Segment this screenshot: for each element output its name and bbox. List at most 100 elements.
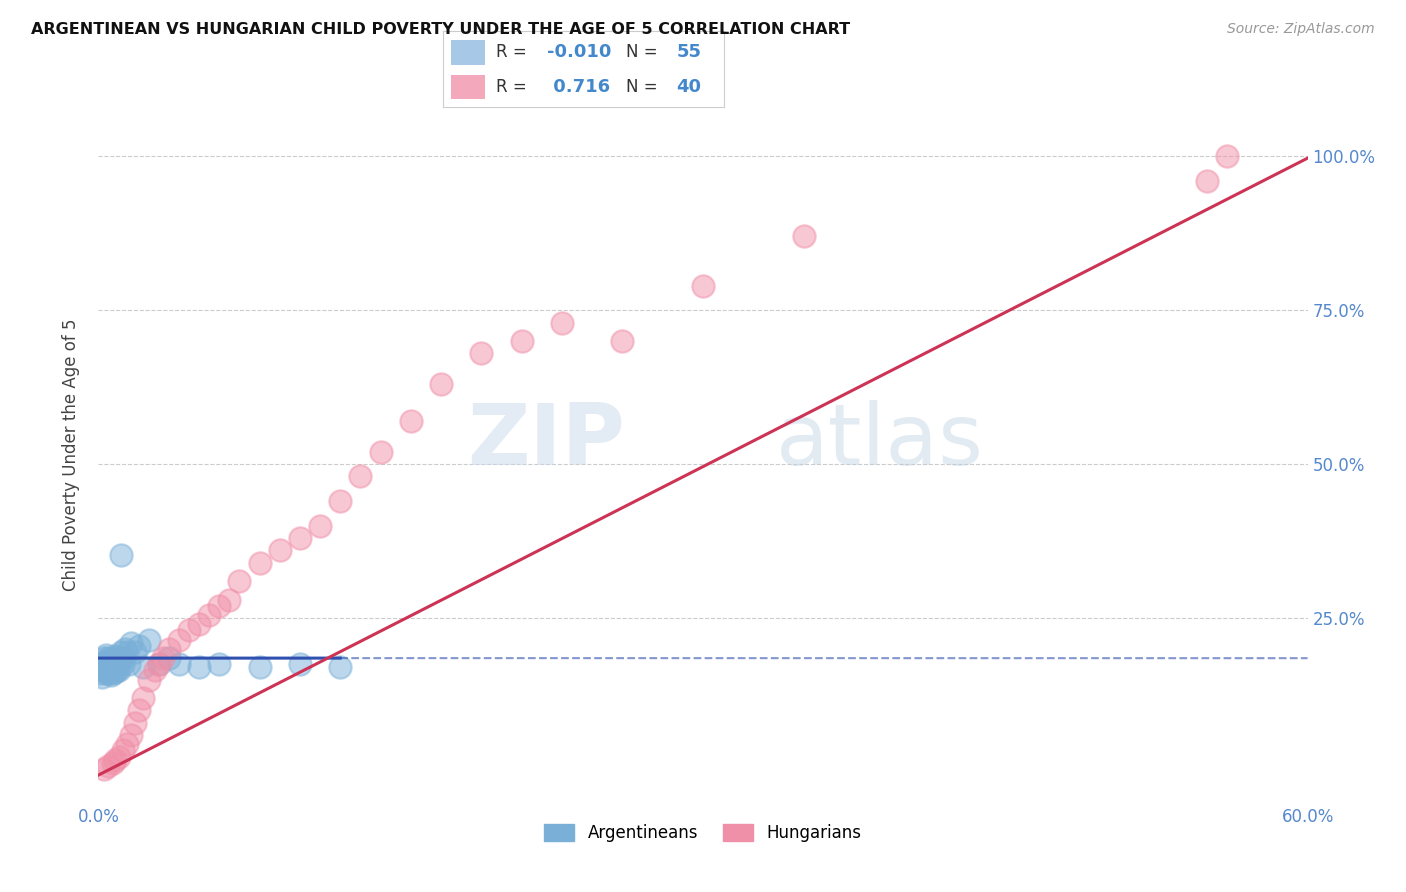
Point bbox=[101, 662, 124, 676]
Point bbox=[124, 715, 146, 730]
FancyBboxPatch shape bbox=[451, 75, 485, 99]
Point bbox=[91, 669, 114, 683]
Point bbox=[1195, 174, 1218, 188]
Point bbox=[188, 617, 211, 632]
Text: N =: N = bbox=[626, 78, 657, 96]
Point bbox=[692, 278, 714, 293]
Point bbox=[228, 574, 250, 589]
Point bbox=[93, 664, 115, 678]
Text: atlas: atlas bbox=[776, 400, 984, 483]
Point bbox=[100, 654, 122, 668]
Point bbox=[138, 632, 160, 647]
Point bbox=[96, 648, 118, 662]
Point bbox=[118, 657, 141, 672]
Point bbox=[329, 660, 352, 674]
Point bbox=[198, 607, 221, 622]
Point bbox=[793, 229, 815, 244]
Point bbox=[269, 543, 291, 558]
Point bbox=[103, 665, 125, 680]
Point bbox=[103, 660, 125, 674]
Point bbox=[188, 660, 211, 674]
Point bbox=[105, 664, 128, 678]
Point bbox=[329, 494, 352, 508]
Point bbox=[101, 657, 124, 672]
Point bbox=[103, 656, 125, 670]
Point bbox=[107, 651, 129, 665]
Point bbox=[110, 645, 132, 659]
Point bbox=[143, 664, 166, 678]
Point bbox=[114, 641, 136, 656]
Point bbox=[510, 334, 533, 348]
Point bbox=[208, 657, 231, 672]
Point bbox=[430, 377, 453, 392]
Point bbox=[97, 660, 120, 674]
Point bbox=[97, 657, 120, 672]
Point bbox=[167, 632, 190, 647]
Text: 0.716: 0.716 bbox=[547, 78, 610, 96]
Point bbox=[167, 657, 190, 672]
Point bbox=[124, 645, 146, 659]
Point bbox=[105, 659, 128, 673]
Point bbox=[148, 657, 170, 672]
Point bbox=[157, 651, 180, 665]
Point bbox=[120, 728, 142, 742]
Point bbox=[218, 592, 240, 607]
Point bbox=[89, 666, 111, 681]
Point bbox=[208, 599, 231, 613]
Point bbox=[96, 654, 118, 668]
Text: 40: 40 bbox=[676, 78, 702, 96]
Point bbox=[111, 651, 134, 665]
Point bbox=[97, 664, 120, 678]
Point bbox=[107, 664, 129, 678]
Point bbox=[101, 652, 124, 666]
Point bbox=[91, 660, 114, 674]
Point bbox=[101, 756, 124, 770]
Y-axis label: Child Poverty Under the Age of 5: Child Poverty Under the Age of 5 bbox=[62, 318, 80, 591]
Point bbox=[152, 651, 174, 665]
Point bbox=[96, 660, 118, 674]
Point bbox=[612, 334, 634, 348]
Point bbox=[148, 657, 170, 672]
Point bbox=[128, 639, 150, 653]
Point bbox=[128, 703, 150, 717]
Point bbox=[132, 691, 155, 706]
Point bbox=[111, 743, 134, 757]
Point bbox=[470, 346, 492, 360]
Point bbox=[100, 664, 122, 678]
Point bbox=[249, 556, 271, 570]
Text: R =: R = bbox=[496, 44, 527, 62]
Text: ARGENTINEAN VS HUNGARIAN CHILD POVERTY UNDER THE AGE OF 5 CORRELATION CHART: ARGENTINEAN VS HUNGARIAN CHILD POVERTY U… bbox=[31, 22, 851, 37]
Point bbox=[115, 737, 138, 751]
Point bbox=[103, 649, 125, 664]
Text: -0.010: -0.010 bbox=[547, 44, 612, 62]
Point bbox=[1216, 149, 1239, 163]
Text: ZIP: ZIP bbox=[467, 400, 624, 483]
Legend: Argentineans, Hungarians: Argentineans, Hungarians bbox=[536, 815, 870, 850]
Text: R =: R = bbox=[496, 78, 527, 96]
Point bbox=[179, 624, 201, 638]
Point bbox=[551, 316, 574, 330]
Point bbox=[100, 659, 122, 673]
Point bbox=[309, 518, 332, 533]
Point bbox=[110, 549, 132, 563]
Point bbox=[103, 753, 125, 767]
Point bbox=[120, 636, 142, 650]
Point bbox=[111, 657, 134, 672]
Point bbox=[288, 657, 311, 672]
Text: 55: 55 bbox=[676, 44, 702, 62]
Point bbox=[349, 469, 371, 483]
Point bbox=[93, 651, 115, 665]
Point bbox=[97, 666, 120, 681]
Point bbox=[93, 657, 115, 672]
Point bbox=[157, 641, 180, 656]
Point bbox=[107, 657, 129, 672]
Point bbox=[105, 653, 128, 667]
Point bbox=[97, 654, 120, 668]
FancyBboxPatch shape bbox=[451, 40, 485, 64]
Text: N =: N = bbox=[626, 44, 657, 62]
Point bbox=[370, 445, 392, 459]
Point bbox=[249, 660, 271, 674]
Point bbox=[101, 666, 124, 681]
Point bbox=[93, 762, 115, 776]
Point bbox=[399, 414, 422, 428]
